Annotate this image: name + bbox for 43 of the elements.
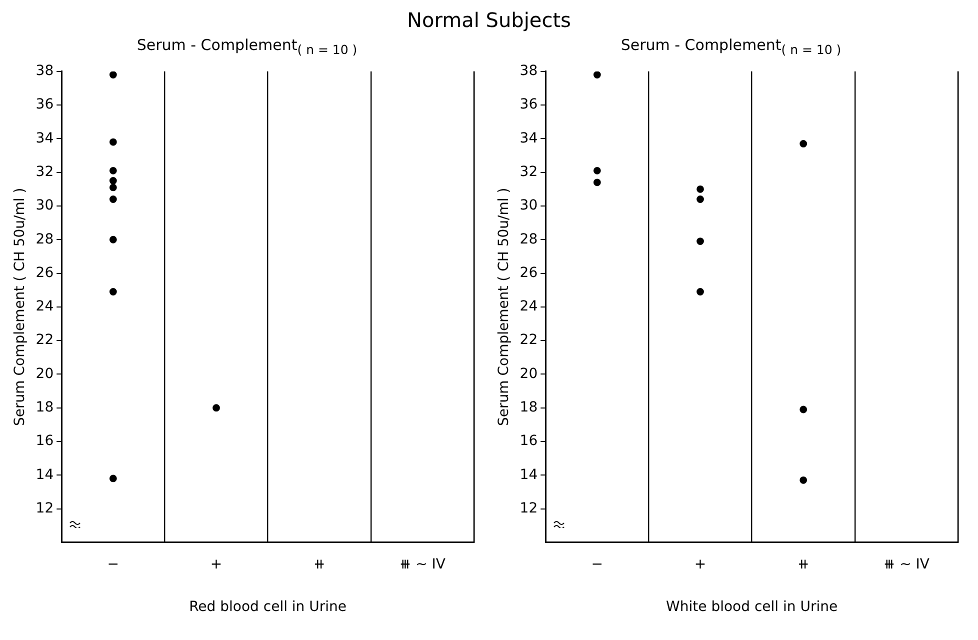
y-tick-label: 32 xyxy=(520,164,538,180)
y-tick-label: 12 xyxy=(520,500,538,516)
y-tick-label: 26 xyxy=(36,264,54,281)
y-tick-label: 38 xyxy=(36,63,54,80)
x-tick-label: + xyxy=(694,556,706,572)
x-tick-label: ⧺ xyxy=(313,556,326,572)
x-tick-label: − xyxy=(591,556,604,572)
y-tick-label: 22 xyxy=(36,332,54,348)
x-tick-label: + xyxy=(210,556,222,572)
x-axis-title: Red blood cell in Urine xyxy=(189,599,347,616)
y-tick-label: 14 xyxy=(36,466,54,483)
y-tick-label: 30 xyxy=(36,198,54,214)
chart-subtitle: Serum - Complement$_{( n = 10 )}$ xyxy=(620,36,842,59)
x-axis-title: White blood cell in Urine xyxy=(666,599,838,616)
y-tick-label: 34 xyxy=(36,130,54,146)
y-tick-label: 28 xyxy=(36,231,54,248)
y-tick-label: 30 xyxy=(520,198,538,214)
y-tick-label: 36 xyxy=(520,96,538,113)
chart-subtitle: Serum - Complement$_{( n = 10 )}$ xyxy=(136,36,358,59)
y-tick-label: 16 xyxy=(520,433,538,450)
y-tick-label: 24 xyxy=(36,298,54,315)
chart-title: Normal Subjects xyxy=(406,8,572,34)
y-tick-label: 34 xyxy=(520,130,538,146)
x-tick-label: ⧻ ~ IV xyxy=(883,556,930,572)
y-tick-label: 14 xyxy=(520,466,538,483)
y-tick-label: 32 xyxy=(36,164,54,180)
y-tick-label: 20 xyxy=(36,366,54,382)
y-tick-label: 28 xyxy=(520,231,538,248)
y-tick-label: 20 xyxy=(520,366,538,382)
x-tick-label: ⧺ xyxy=(797,556,810,572)
y-tick-label: 12 xyxy=(36,500,54,516)
y-tick-label: 38 xyxy=(520,63,538,80)
y-tick-label: 16 xyxy=(36,433,54,450)
x-tick-label: − xyxy=(107,556,120,572)
y-tick-label: 26 xyxy=(520,264,538,281)
y-tick-label: 18 xyxy=(36,399,54,416)
y-tick-label: 24 xyxy=(520,298,538,315)
x-tick-label: ⧻ ~ IV xyxy=(399,556,446,572)
y-tick-label: 18 xyxy=(520,399,538,416)
y-axis-title: Serum Complement ( CH 50u/ml ) xyxy=(496,188,512,426)
y-tick-label: 22 xyxy=(520,332,538,348)
y-axis-title: Serum Complement ( CH 50u/ml ) xyxy=(12,188,28,426)
y-tick-label: 36 xyxy=(36,96,54,113)
